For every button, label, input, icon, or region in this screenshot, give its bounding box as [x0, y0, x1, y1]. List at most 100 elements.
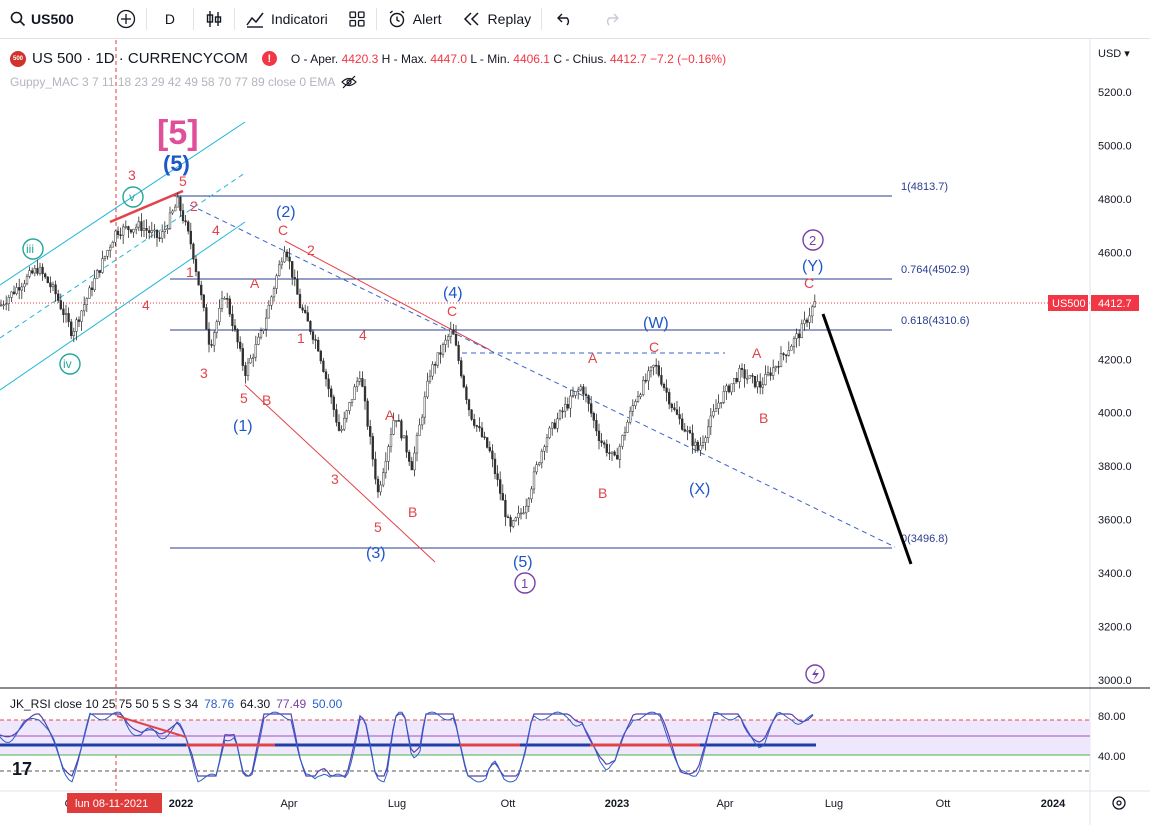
- candles-icon: [206, 11, 222, 27]
- interval-button[interactable]: D: [164, 11, 175, 27]
- candle-body: [70, 321, 73, 336]
- candle-body: [168, 212, 172, 229]
- candle-body: [805, 319, 809, 323]
- candle-body: [735, 378, 738, 383]
- candle-body: [330, 388, 333, 398]
- toolbar-divider: [233, 8, 235, 30]
- candle-body: [813, 301, 816, 308]
- candle-body: [15, 287, 18, 294]
- fib-label: 0(3496.8): [901, 533, 948, 545]
- candle-body: [220, 298, 224, 309]
- candle-body: [254, 344, 257, 358]
- candle-body: [545, 437, 549, 448]
- candle-body: [499, 479, 502, 494]
- candle-body: [551, 422, 554, 429]
- candle-body: [610, 451, 614, 454]
- candle-body: [145, 228, 148, 231]
- candle-body: [155, 229, 159, 238]
- candle-body: [720, 402, 723, 404]
- rsi-value: 78.76: [204, 697, 235, 711]
- wave-circle: [802, 229, 824, 251]
- candle-body: [387, 446, 390, 462]
- indicators-button[interactable]: Indicatori: [235, 0, 338, 38]
- chart-title[interactable]: US 500 · 1D · CURRENCYCOM: [32, 50, 248, 67]
- candle-body: [96, 270, 99, 279]
- toolbar-divider: [541, 8, 543, 30]
- wave-label: A: [752, 345, 762, 361]
- last-price-tag: US500 4412.7: [1048, 295, 1139, 311]
- candle-body: [751, 375, 754, 377]
- indicators-label: Indicatori: [270, 11, 328, 27]
- price-axis[interactable]: 5200.05000.04800.04600.04400.04200.04000…: [1098, 87, 1132, 687]
- wave-label: B: [759, 410, 768, 426]
- time-axis[interactable]: Ott2022AprLugOtt2023AprLugOtt2024: [65, 798, 1066, 810]
- candle-body: [681, 418, 684, 430]
- wave-label: 5: [179, 173, 187, 189]
- redo-button[interactable]: [588, 0, 634, 38]
- wave-label: 3: [331, 471, 339, 487]
- wave-label: A: [250, 275, 260, 291]
- candle-body: [426, 380, 429, 398]
- candle-body: [543, 446, 546, 452]
- blue-dashed-trendline: [189, 204, 896, 548]
- layout-grid-icon: [349, 11, 365, 27]
- candle-body: [278, 264, 281, 277]
- wave-label: 5: [240, 390, 248, 406]
- rsi-band: [0, 720, 1090, 755]
- candle-body: [366, 400, 369, 427]
- candle-body: [223, 298, 226, 300]
- fib-label: 0.764(4502.9): [901, 264, 970, 276]
- candle-body: [166, 228, 169, 230]
- layouts-button[interactable]: [338, 0, 376, 38]
- wave-label: A: [385, 407, 395, 423]
- rsi-axis-label: 40.00: [1098, 751, 1126, 763]
- candle-body: [769, 372, 772, 376]
- candle-body: [226, 298, 229, 300]
- toolbar-divider: [375, 8, 377, 30]
- candle-body: [62, 308, 65, 315]
- candle-body: [465, 386, 468, 400]
- settings-icon[interactable]: [1112, 796, 1126, 810]
- lightning-icon[interactable]: [805, 664, 825, 684]
- candle-body: [137, 221, 140, 228]
- symbol-search[interactable]: US500: [0, 0, 84, 38]
- candle-body: [506, 516, 510, 519]
- candle-body: [72, 331, 75, 336]
- candle-body: [109, 246, 112, 251]
- candle-body: [707, 426, 710, 439]
- alert-label: Alert: [412, 11, 442, 27]
- candle-body: [764, 374, 767, 386]
- cyan-channel: [0, 121, 246, 391]
- indicator-label[interactable]: Guppy_MAC 3 7 11 18 23 29 42 49 58 70 77…: [10, 75, 336, 89]
- candle-body: [272, 288, 276, 298]
- candle-body: [213, 332, 216, 346]
- candle-body: [514, 517, 517, 521]
- candle-body: [756, 381, 759, 388]
- price-chart[interactable]: 5200.05000.04800.04600.04400.04200.04000…: [0, 38, 1150, 825]
- candle-body: [782, 353, 785, 356]
- candle-body: [205, 307, 208, 330]
- time-axis-label: Ott: [936, 798, 951, 810]
- chart-type-button[interactable]: [194, 0, 234, 38]
- candle-body: [483, 436, 486, 439]
- replay-button[interactable]: Replay: [452, 0, 542, 38]
- candle-body: [395, 420, 398, 422]
- search-icon: [10, 11, 26, 27]
- compare-button[interactable]: [106, 0, 146, 38]
- candle-body: [90, 287, 94, 291]
- currency-selector[interactable]: USD ▾: [1098, 48, 1130, 60]
- candle-body: [460, 360, 463, 377]
- alert-button[interactable]: Alert: [377, 0, 452, 38]
- rsi-name[interactable]: JK_RSI close 10 25 75 50 5 S S 34: [10, 697, 199, 711]
- candle-body: [64, 313, 68, 315]
- wave-label: 4: [359, 327, 367, 343]
- candle-body: [54, 284, 57, 295]
- wave-label: 2: [307, 242, 315, 258]
- hidden-eye-icon[interactable]: [341, 75, 358, 89]
- low-value: 4406.1: [513, 51, 550, 66]
- undo-button[interactable]: [542, 0, 588, 38]
- candle-body: [200, 284, 203, 296]
- candle-body: [787, 350, 790, 356]
- warning-icon[interactable]: !: [261, 51, 277, 66]
- candle-body: [259, 330, 263, 338]
